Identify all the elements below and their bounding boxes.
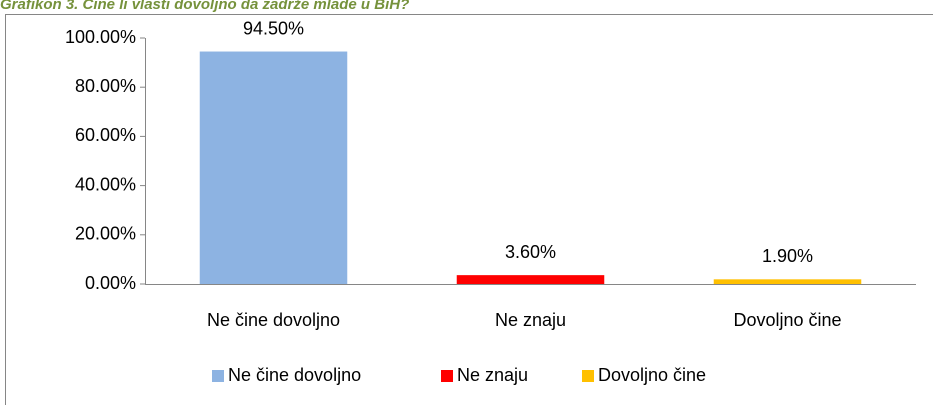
- bar: [713, 279, 862, 284]
- legend-label: Ne čine dovoljno: [228, 365, 361, 385]
- chart-title: Grafikon 3. Čine li vlasti dovoljno da z…: [0, 0, 409, 13]
- y-tick-label: 0.00%: [85, 273, 136, 293]
- x-tick-label: Ne čine dovoljno: [207, 310, 340, 330]
- y-tick-label: 60.00%: [75, 125, 136, 145]
- legend-swatch: [582, 370, 594, 382]
- y-tick-label: 80.00%: [75, 76, 136, 96]
- data-label: 1.90%: [762, 246, 813, 266]
- data-label: 3.60%: [505, 242, 556, 262]
- y-tick-label: 20.00%: [75, 224, 136, 244]
- data-label: 94.50%: [243, 18, 304, 38]
- bar: [199, 51, 348, 284]
- bar: [456, 275, 605, 284]
- legend-swatch: [441, 370, 453, 382]
- x-tick-label: Dovoljno čine: [733, 310, 841, 330]
- x-tick-label: Ne znaju: [495, 310, 566, 330]
- legend-label: Ne znaju: [457, 365, 528, 385]
- y-tick-label: 40.00%: [75, 174, 136, 194]
- y-tick-label: 100.00%: [65, 27, 136, 47]
- legend-label: Dovoljno čine: [598, 365, 706, 385]
- legend-swatch: [212, 370, 224, 382]
- chart-border: [5, 14, 933, 405]
